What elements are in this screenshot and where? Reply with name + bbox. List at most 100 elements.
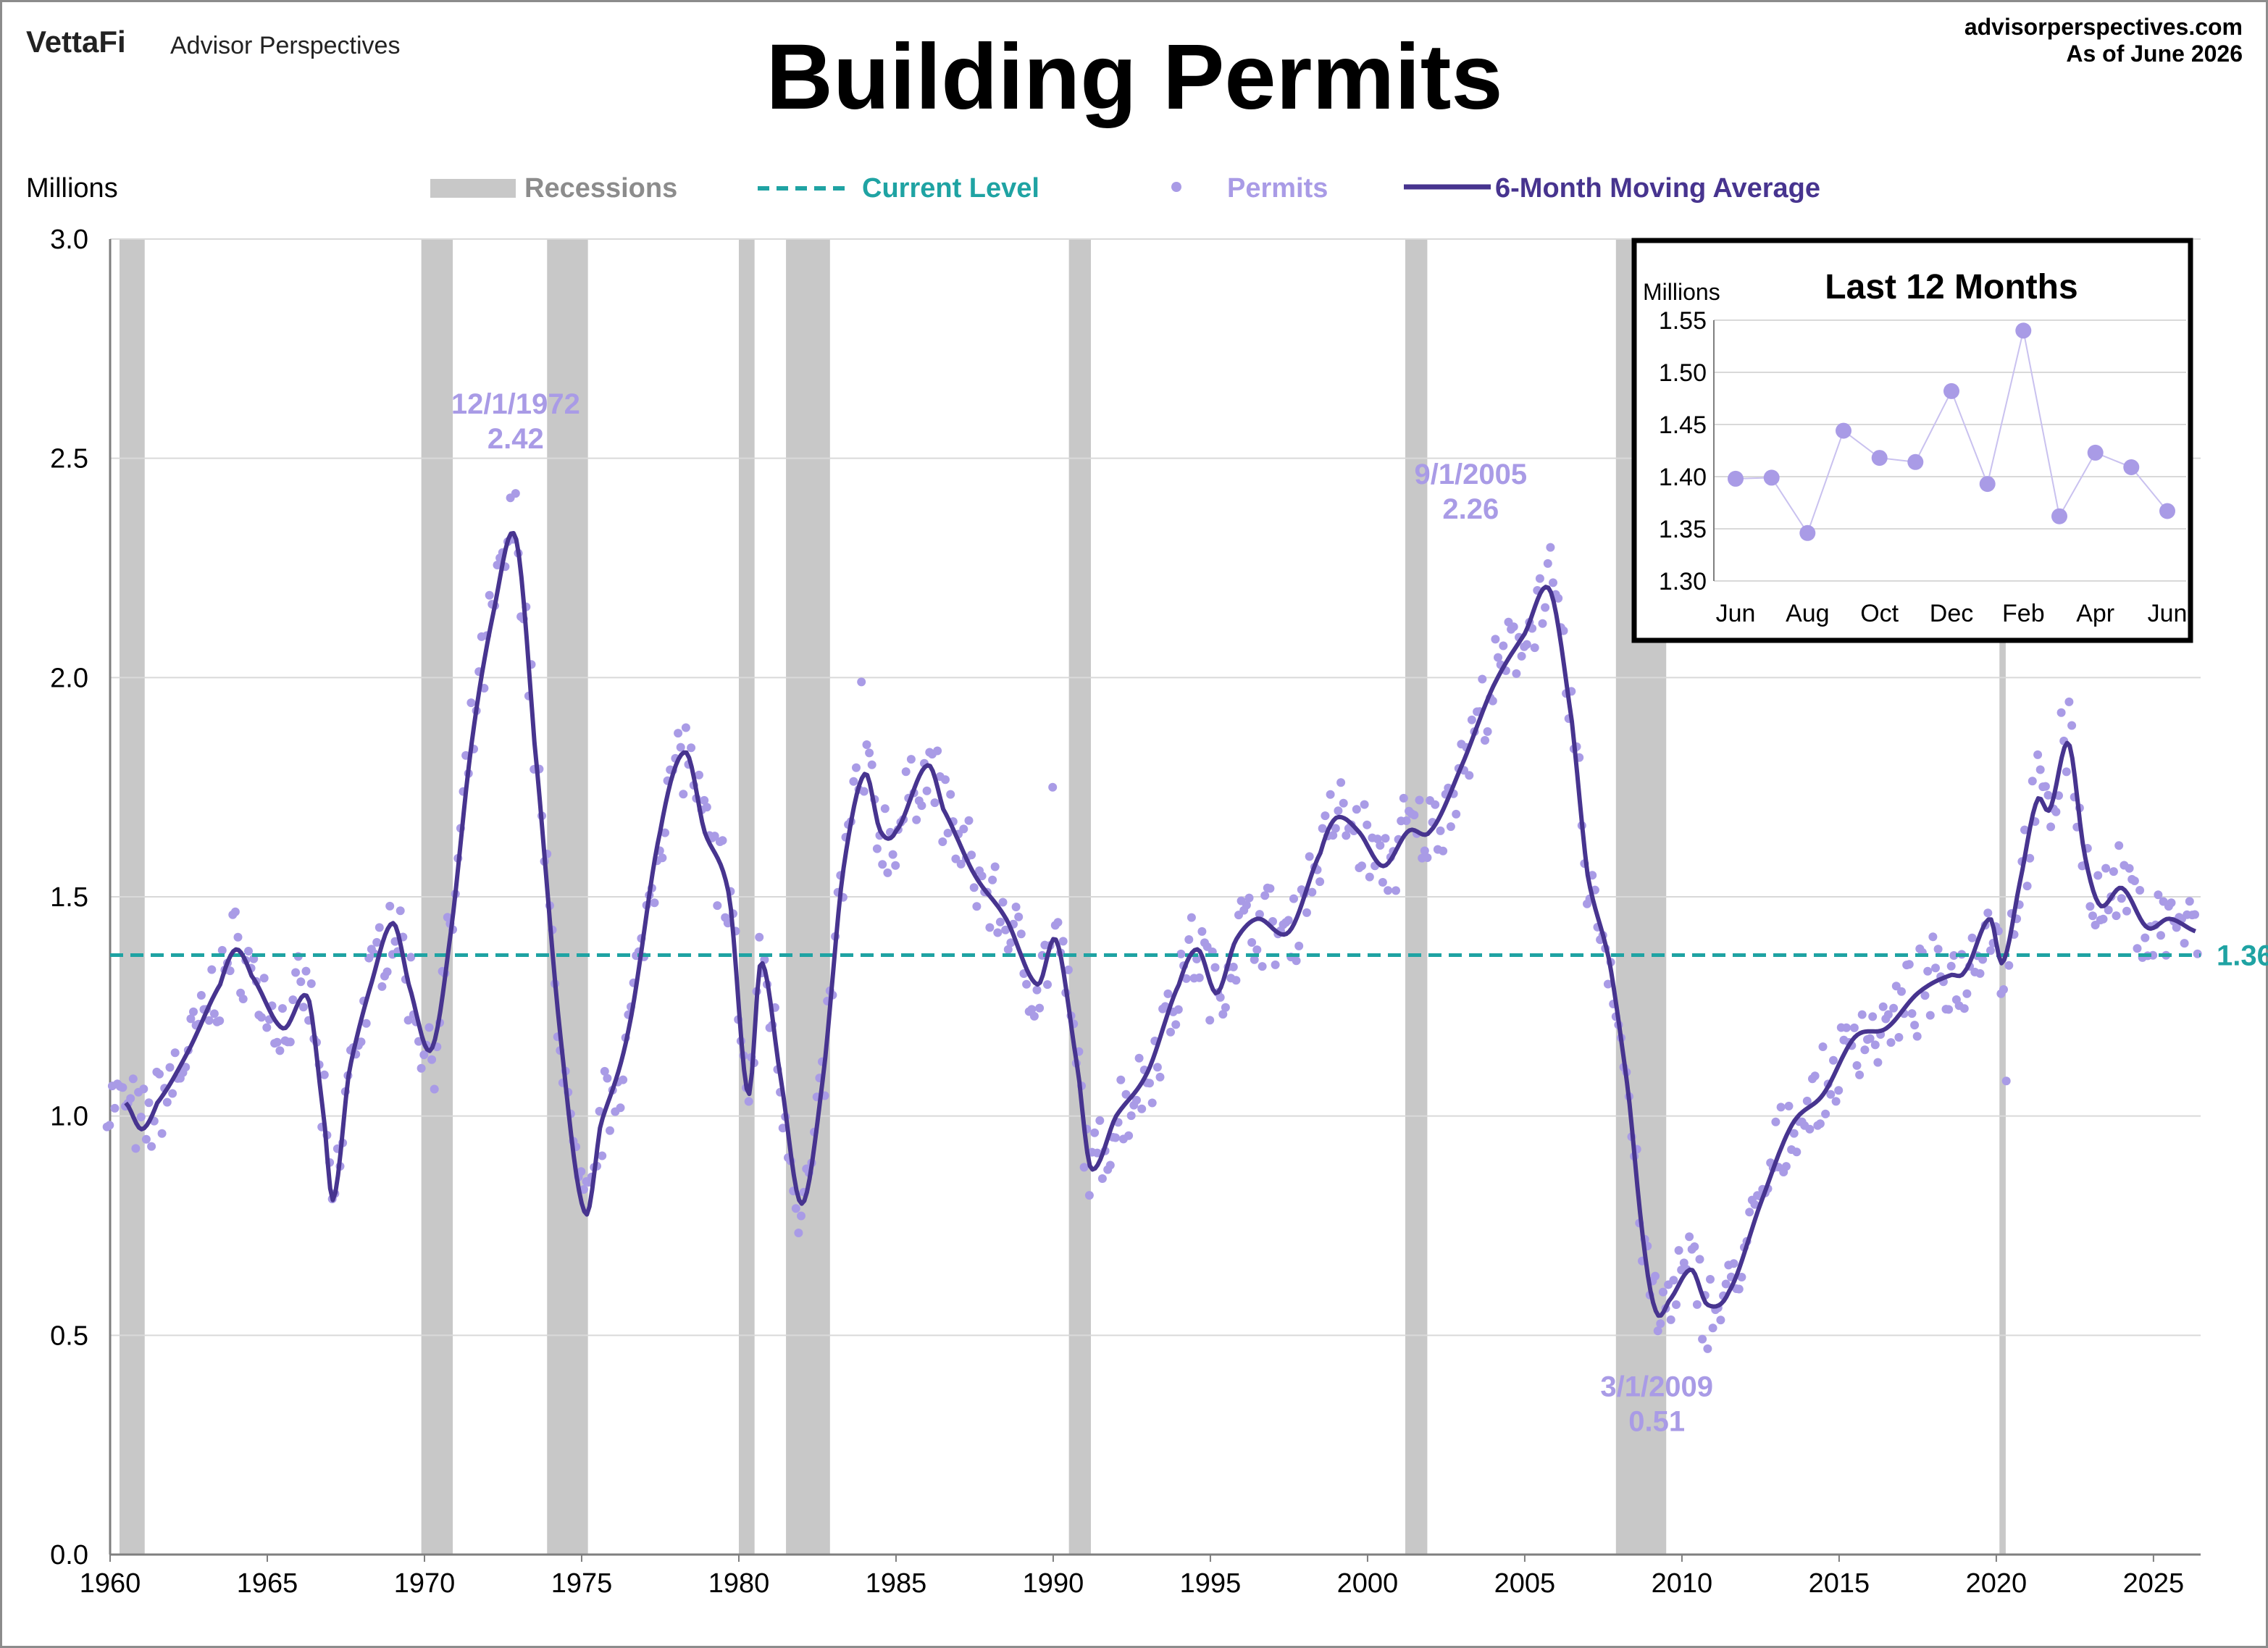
permits-point (972, 902, 982, 911)
permits-point (1132, 1095, 1141, 1105)
permits-point (1035, 1003, 1045, 1013)
inset-x-tick-label: Jun (1716, 600, 1756, 627)
x-tick-label: 1975 (551, 1568, 613, 1599)
permits-point (1771, 1117, 1780, 1126)
inset-x-tick-label: Jun (2148, 600, 2188, 627)
permits-point (272, 1037, 282, 1047)
permits-point (1037, 950, 1047, 960)
inset-frame (1631, 238, 2193, 643)
permits-point (1656, 1319, 1665, 1329)
permits-point (1674, 1246, 1683, 1255)
permits-point (361, 1019, 371, 1028)
permits-point (2148, 950, 2158, 960)
permits-point (1043, 980, 1052, 990)
inset-permits-point (1943, 382, 1959, 399)
permits-point (930, 798, 940, 808)
permits-point (466, 698, 476, 708)
inset-x-tick-label: Oct (1860, 600, 1899, 627)
permits-point (2167, 898, 2176, 908)
permits-point (1363, 820, 1372, 829)
permits-point (988, 875, 997, 884)
permits-point (356, 1037, 366, 1047)
permits-point (1446, 822, 1455, 832)
permits-point (275, 1046, 285, 1055)
permits-point (1860, 1045, 1870, 1055)
permits-point (1781, 1162, 1791, 1171)
permits-point (1376, 841, 1385, 850)
permits-point (1022, 979, 1032, 989)
x-tick-label: 1980 (708, 1568, 770, 1599)
permits-point (1891, 982, 1901, 991)
inset-title: Last 12 Months (1825, 268, 2077, 306)
permits-point (262, 1023, 272, 1032)
permits-point (1334, 806, 1343, 816)
permits-point (1176, 949, 1186, 958)
permits-point (702, 803, 711, 812)
permits-point (674, 729, 683, 738)
logo-text: VettaFi (26, 25, 126, 59)
permits-point (1651, 1271, 1660, 1281)
permits-point (430, 1084, 439, 1094)
permits-point (1326, 790, 1335, 799)
permits-point (1802, 1096, 1812, 1105)
permits-point (1491, 635, 1500, 644)
permits-point (1467, 715, 1476, 724)
permits-point (1255, 910, 1264, 919)
inset-permits-point (2015, 322, 2032, 339)
permits-point (744, 1097, 753, 1106)
permits-point (1698, 1334, 1707, 1344)
permits-point (238, 995, 248, 1003)
permits-point (1205, 1016, 1215, 1025)
permits-point (964, 816, 974, 825)
permits-point (2043, 790, 2053, 800)
x-tick-label: 1995 (1180, 1568, 1242, 1599)
permits-point (1063, 965, 1073, 974)
permits-point (1708, 1323, 1717, 1333)
permits-point (209, 1009, 219, 1019)
inset-y-tick-label: 1.30 (1659, 568, 1707, 595)
moving-average-line (124, 531, 2196, 1318)
permits-point (1289, 894, 1298, 903)
permits-point (1378, 878, 1387, 887)
x-tick-label: 2010 (1652, 1568, 1713, 1599)
permits-point (427, 1055, 437, 1064)
inset-permits-point (2123, 459, 2140, 475)
permits-point (2109, 867, 2118, 877)
permits-point (1949, 951, 1959, 960)
permits-point (943, 829, 953, 837)
permits-point (1517, 651, 1526, 661)
permits-point (1342, 831, 1351, 840)
y-tick-label: 1.5 (50, 882, 88, 913)
x-tick-label: 2025 (2123, 1568, 2185, 1599)
permits-point (933, 746, 942, 756)
permits-point (2033, 750, 2043, 759)
permits-point (1658, 1287, 1667, 1297)
inset-y-tick-label: 1.45 (1659, 411, 1707, 439)
permits-point (1931, 963, 1940, 973)
permits-point (1666, 1315, 1675, 1324)
permits-point (1111, 1133, 1120, 1142)
permits-point (1137, 1104, 1147, 1113)
permits-point (1481, 736, 1489, 745)
permits-point (1181, 974, 1191, 983)
permits-point (1870, 1040, 1880, 1050)
inset-x-tick-label: Dec (1930, 600, 1973, 627)
permits-point (1124, 1131, 1134, 1140)
permits-point (2004, 961, 2014, 970)
inset-permits-point (1728, 470, 1744, 487)
permits-point (1194, 973, 1204, 982)
permits-point (1252, 945, 1262, 955)
legend: Recessions Current Level Permits 6-Month… (430, 173, 1820, 204)
permits-point (1079, 1163, 1089, 1172)
permits-point (1053, 918, 1063, 927)
permits-point (1294, 941, 1304, 950)
permits-point (204, 1016, 214, 1025)
x-tick-label: 2005 (1494, 1568, 1556, 1599)
permits-point (170, 1048, 180, 1058)
legend-permits-swatch (1171, 182, 1181, 192)
permits-point (1967, 933, 1977, 942)
permits-point (2067, 721, 2077, 730)
permits-point (1210, 963, 1220, 972)
permits-point (1336, 778, 1346, 787)
y-tick-label: 0.5 (50, 1321, 88, 1351)
